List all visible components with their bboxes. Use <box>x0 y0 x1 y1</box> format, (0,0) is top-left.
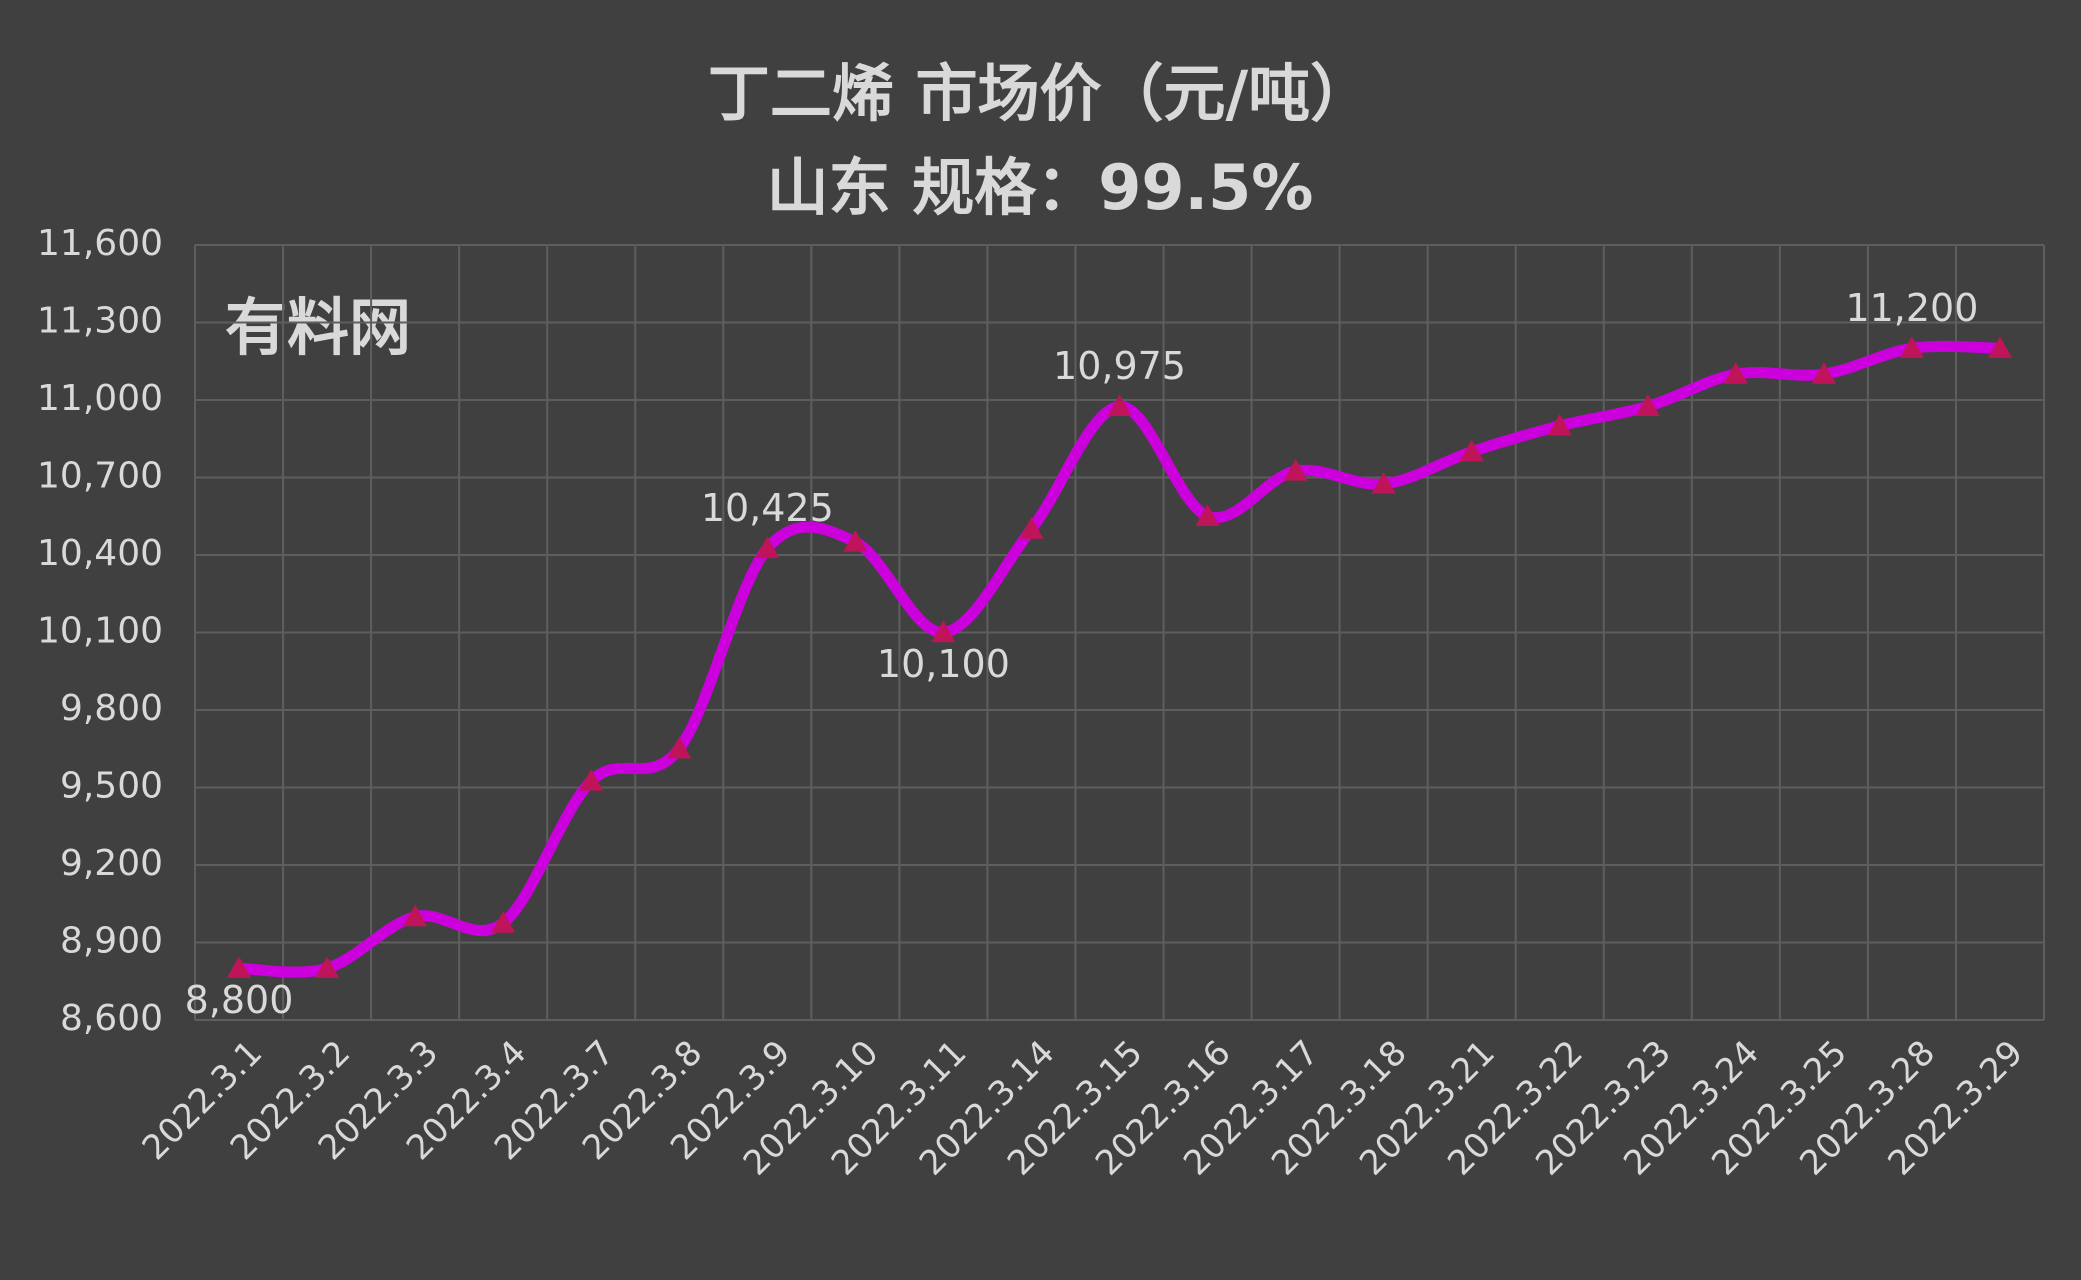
y-tick-label: 11,600 <box>37 223 163 264</box>
marker <box>1987 336 2012 358</box>
y-tick-label: 9,200 <box>60 843 163 884</box>
marker <box>843 530 868 552</box>
marker <box>1635 394 1660 417</box>
marker <box>1019 517 1044 539</box>
marker <box>1811 362 1836 384</box>
y-tick-label: 10,700 <box>37 456 163 497</box>
data-label: 10,975 <box>1053 344 1186 388</box>
marker <box>315 956 340 978</box>
data-label: 10,425 <box>701 486 834 530</box>
marker <box>579 769 604 791</box>
marker <box>1371 471 1396 494</box>
y-tick-label: 11,300 <box>37 301 163 342</box>
data-label: 10,100 <box>877 642 1010 686</box>
marker <box>1195 504 1220 526</box>
y-tick-label: 10,400 <box>37 533 163 574</box>
marker <box>1107 394 1132 417</box>
marker <box>1459 439 1484 462</box>
y-tick-label: 11,000 <box>37 378 163 419</box>
data-label: 11,200 <box>1845 286 1978 330</box>
marker <box>1547 413 1572 436</box>
y-tick-label: 8,900 <box>60 921 163 962</box>
marker <box>403 904 428 927</box>
y-tick-label: 10,100 <box>37 611 163 652</box>
watermark: 有料网 <box>225 291 411 364</box>
marker <box>931 620 956 643</box>
line <box>233 340 2006 978</box>
marker <box>491 911 516 933</box>
data-label: 8,800 <box>185 978 294 1022</box>
marker <box>667 736 692 759</box>
marker <box>755 536 780 559</box>
marker <box>227 956 252 978</box>
marker <box>1723 362 1748 384</box>
chart-subtitle: 山东 规格：99.5% <box>767 151 1314 224</box>
marker <box>1899 336 1924 358</box>
chart-title: 丁二烯 市场价（元/吨） <box>708 57 1372 130</box>
y-tick-label: 9,500 <box>60 766 163 807</box>
y-tick-label: 8,600 <box>60 998 163 1039</box>
marker <box>1283 459 1308 481</box>
y-tick-label: 9,800 <box>60 688 163 729</box>
